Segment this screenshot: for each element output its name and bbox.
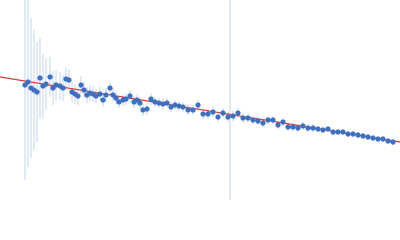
data-point (225, 114, 231, 120)
data-point (195, 102, 201, 108)
data-point (270, 117, 276, 123)
data-point (360, 133, 366, 139)
data-point (144, 106, 150, 112)
data-point (255, 118, 261, 124)
data-point (280, 119, 286, 125)
data-point (380, 136, 386, 142)
data-point (78, 82, 84, 88)
data-point (156, 100, 162, 106)
data-point (355, 132, 361, 138)
data-point (240, 115, 246, 121)
data-point (330, 129, 336, 135)
data-point (260, 120, 266, 126)
data-point (123, 96, 129, 102)
data-point (325, 126, 331, 132)
data-point (375, 136, 381, 142)
data-point (103, 92, 109, 98)
chart (0, 0, 400, 200)
data-point (97, 91, 103, 97)
data-point (340, 129, 346, 135)
data-point (370, 135, 376, 141)
data-point (164, 100, 170, 106)
data-point (152, 99, 158, 105)
data-point (345, 131, 351, 137)
data-point (230, 113, 236, 119)
data-point (47, 74, 53, 80)
data-point (275, 122, 281, 128)
data-point (235, 110, 241, 116)
data-point (250, 117, 256, 123)
data-point (113, 95, 119, 101)
data-point (81, 87, 87, 93)
data-point (60, 85, 66, 91)
data-point (172, 102, 178, 108)
data-point (315, 126, 321, 132)
data-point (245, 115, 251, 121)
data-point (168, 104, 174, 110)
data-point (160, 101, 166, 107)
data-point (210, 109, 216, 115)
data-point (305, 125, 311, 131)
data-point (335, 129, 341, 135)
data-point (385, 138, 391, 144)
data-point (290, 124, 296, 130)
data-point (220, 110, 226, 116)
data-point (300, 123, 306, 129)
data-point (365, 134, 371, 140)
data-point (140, 107, 146, 113)
data-point (37, 75, 43, 81)
data-point (148, 96, 154, 102)
data-point (310, 125, 316, 131)
data-point (390, 139, 396, 145)
data-point (285, 124, 291, 130)
data-point (34, 89, 40, 95)
data-point (43, 81, 49, 87)
data-point (93, 93, 99, 99)
data-point (176, 103, 182, 109)
data-point (137, 100, 143, 106)
data-point (180, 104, 186, 110)
data-point (190, 107, 196, 113)
data-point (25, 79, 31, 85)
data-point (185, 107, 191, 113)
data-point (75, 93, 81, 99)
data-point (350, 131, 356, 137)
data-point (265, 117, 271, 123)
data-point (116, 99, 122, 105)
data-point (66, 77, 72, 83)
data-point (53, 82, 59, 88)
data-point (295, 125, 301, 131)
data-point (127, 93, 133, 99)
data-point (205, 111, 211, 117)
data-point (100, 97, 106, 103)
data-point (200, 111, 206, 117)
data-point (320, 127, 326, 133)
data-point (107, 85, 113, 91)
data-point (215, 114, 221, 120)
